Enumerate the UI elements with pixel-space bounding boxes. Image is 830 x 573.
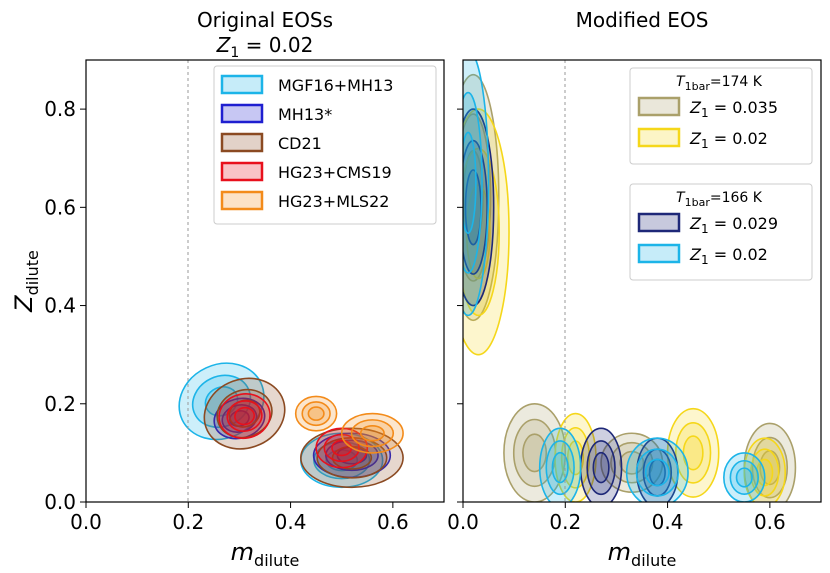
- contour-right-series-3-region-1-level-0: [538, 427, 582, 502]
- legend-label: CD21: [278, 134, 322, 153]
- left-contour-layer: [178, 362, 404, 489]
- y-tick-label: 0.4: [44, 294, 76, 318]
- contour-right-series-3-region-1-level-2: [551, 451, 569, 484]
- contour-right-series-3-region-2-level-0: [625, 437, 689, 502]
- contour-left-series-4-region-0-level-2: [307, 406, 325, 421]
- y-tick-label: 0.6: [44, 195, 76, 219]
- right-panel-title: Modified EOS: [576, 8, 709, 32]
- legend-swatch: [637, 212, 681, 233]
- contour-left-series-1-region-1-level-1: [325, 439, 379, 472]
- contour-left-series-3-region-0-level-2: [234, 406, 256, 426]
- contour-right-series-2-region-0-level-0: [463, 108, 495, 307]
- y-axis-label: Zdilute: [10, 250, 42, 313]
- contour-right-series-2-region-1-level-1: [586, 440, 616, 496]
- legend-title-174: T1bar=174 K: [676, 74, 763, 93]
- left-legend: MGF16+MH13 MH13* CD21 HG23+CMS19 HG23+MLS22: [213, 65, 437, 225]
- contour-right-series-3-region-0-level-2: [463, 131, 477, 234]
- x-tick-label: 0.2: [172, 510, 204, 534]
- left-axes-frame: [85, 59, 445, 503]
- y-tick-label: 0.8: [44, 97, 76, 121]
- contour-right-series-1-region-1-level-1: [560, 426, 591, 489]
- legend-swatch: [637, 243, 681, 264]
- right-legend-group-166: [629, 183, 813, 281]
- right-legend: T1bar=174 K T1bar=166 K Z1 = 0.035 Z1 = 0…: [629, 67, 813, 281]
- contour-right-series-1-region-3-level-0: [743, 437, 786, 502]
- contour-right-series-0-region-3-level-1: [751, 436, 789, 499]
- contour-right-series-3-region-3-level-2: [735, 467, 753, 488]
- legend-swatch: [220, 190, 264, 211]
- contour-left-series-4-region-1-level-1: [350, 419, 395, 448]
- legend-swatch: [637, 127, 681, 148]
- right-legend-group-174: [629, 67, 813, 165]
- legend-swatch: [637, 96, 681, 117]
- x-tick-label: 0.2: [549, 510, 581, 534]
- contour-right-series-3-region-3-level-1: [729, 459, 759, 495]
- right-axes-frame: [462, 59, 822, 503]
- x-tick-label: 0.4: [652, 510, 684, 534]
- contour-right-series-3-region-1-level-1: [545, 440, 575, 496]
- legend-swatch: [220, 132, 264, 153]
- left-x-axis-label: mdilute: [231, 538, 300, 570]
- contour-right-series-1-region-2-level-1: [674, 422, 712, 484]
- legend-label: Z1 = 0.02: [689, 245, 768, 267]
- legend-swatch: [220, 161, 264, 182]
- legend-swatch: [220, 103, 264, 124]
- contour-left-series-4-region-1-level-2: [359, 424, 385, 442]
- left-legend-frame: [213, 65, 437, 225]
- legend-label: Z1 = 0.029: [689, 214, 778, 236]
- contour-right-series-2-region-1-level-2: [592, 451, 610, 484]
- legend-title-166: T1bar=166 K: [676, 190, 763, 209]
- left-panel-title: Original EOSs: [197, 8, 333, 32]
- x-tick-label: 0.6: [377, 510, 409, 534]
- legend-label: HG23+CMS19: [278, 163, 392, 182]
- legend-label: Z1 = 0.02: [689, 129, 768, 151]
- y-tick-label: 0.2: [44, 392, 76, 416]
- left-panel-subtitle: Z1 = 0.02: [216, 33, 314, 61]
- x-tick-label: 0.4: [275, 510, 307, 534]
- contour-right-series-3-region-2-level-1: [635, 448, 680, 497]
- tick-layer: 0.0 0.2 0.4 0.6 0.0 0.2 0.4 0.6 0.8 0.0 0.2 0.4 0.6: [44, 97, 786, 534]
- contour-left-series-4-region-0-level-1: [301, 401, 331, 427]
- x-tick-label: 0.0: [447, 510, 479, 534]
- legend-label: HG23+MLS22: [278, 192, 389, 211]
- x-tick-label: 0.6: [754, 510, 786, 534]
- legend-swatch: [220, 74, 264, 95]
- contour-right-series-3-region-2-level-2: [644, 458, 670, 487]
- right-x-axis-label: mdilute: [608, 538, 677, 570]
- right-contour-layer: [463, 60, 797, 502]
- y-tick-label: 0.0: [44, 490, 76, 514]
- legend-label: Z1 = 0.035: [689, 98, 778, 120]
- legend-label: MH13*: [278, 105, 332, 124]
- legend-label: MGF16+MH13: [278, 76, 393, 95]
- contour-right-series-3-region-0-level-1: [463, 91, 483, 274]
- contour-left-series-3-region-0-level-1: [226, 400, 263, 432]
- x-tick-label: 0.0: [70, 510, 102, 534]
